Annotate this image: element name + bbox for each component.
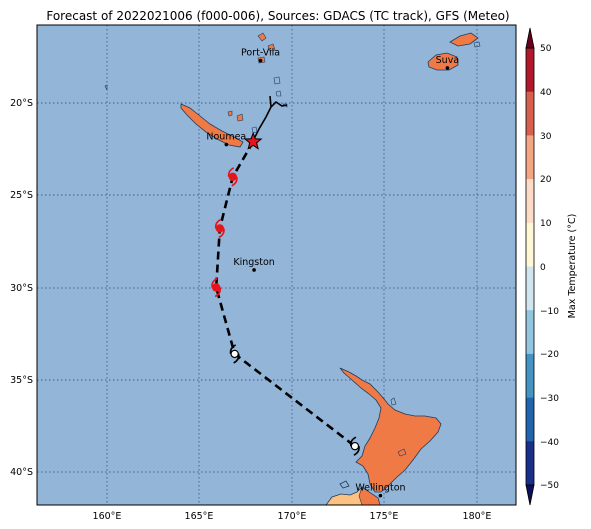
colorbar-ticks: 50 40 30 20 10 0 −10 −20 −30 −40 −50: [540, 44, 559, 491]
colorbar-segments: [526, 48, 534, 486]
city-dot: [378, 493, 383, 498]
city-label: Wellington: [355, 483, 405, 494]
colorbar-top-arrow: [525, 27, 535, 49]
fiji-island: [427, 52, 459, 71]
colorbar-tick: 20: [540, 175, 552, 185]
city-label: Kingston: [233, 257, 274, 268]
city-dot: [224, 142, 229, 147]
colorbar-tick: 0: [540, 263, 546, 273]
lon-tick: 160°E: [93, 511, 122, 522]
lat-tick: 30°S: [10, 283, 33, 294]
new-caledonia-island: [180, 103, 244, 148]
forecast-track-line: [214, 141, 356, 448]
vanuatu-island: [273, 76, 281, 85]
colorbar-segment: [526, 397, 534, 442]
colorbar-segment: [526, 222, 534, 267]
colorbar-tick: −40: [540, 438, 559, 448]
ocean: [37, 25, 516, 505]
loyalty-island: [236, 113, 244, 122]
colorbar-tick: −30: [540, 394, 559, 404]
colorbar-frame: [525, 47, 535, 486]
lat-tick: 35°S: [10, 375, 33, 386]
colorbar-tick: 50: [540, 44, 552, 54]
lon-tick: 180°E: [463, 511, 492, 522]
longitude-ticks: 160°E 165°E 170°E 175°E 180°E: [93, 511, 492, 522]
nz-lake-outline: [397, 448, 407, 457]
genesis-star-marker: [243, 131, 263, 150]
city-dot: [258, 58, 263, 63]
map-plot-area: Port-Vila Suva Noumea Kingston Wellington: [37, 25, 516, 505]
colorbar-segment: [526, 441, 534, 486]
colorbar-tick: 10: [540, 219, 552, 229]
nz-island-outline: [339, 480, 350, 489]
colorbar-label: Max Temperature (°C): [567, 214, 578, 319]
colorbar-tick: 30: [540, 132, 552, 142]
city-markers: Port-Vila Suva Noumea Kingston Wellington: [206, 48, 459, 498]
nz-island-outline: [390, 397, 397, 406]
latitude-ticks: 20°S 25°S 30°S 35°S 40°S: [10, 98, 33, 478]
vanuatu-island: [267, 43, 276, 52]
colorbar-segment: [526, 353, 534, 398]
lon-tick: 165°E: [185, 511, 214, 522]
vanuatu-island: [257, 32, 267, 42]
storm-marker-extratropical: [349, 436, 360, 456]
map-title: Forecast of 2022021006 (f000-006), Sourc…: [46, 9, 509, 23]
city-label: Suva: [436, 55, 460, 66]
nz-south-island-warm: [358, 486, 381, 505]
vanuatu-island: [275, 90, 282, 97]
colorbar-segment: [526, 91, 534, 136]
colorbar-segment: [526, 48, 534, 92]
colorbar-segment: [526, 179, 534, 224]
colorbar: 50 40 30 20 10 0 −10 −20 −30 −40 −50 Max…: [525, 27, 578, 506]
storm-marker-tropical: [211, 277, 222, 298]
colorbar-segment: [526, 310, 534, 355]
lat-tick: 25°S: [10, 190, 33, 201]
city-label: Port-Vila: [241, 48, 280, 59]
storm-marker-tropical: [214, 218, 225, 239]
lat-tick: 40°S: [10, 467, 33, 478]
loyalty-island: [227, 110, 233, 117]
vanuatu-island: [104, 84, 108, 91]
fiji-island: [473, 41, 481, 48]
lon-tick: 175°E: [370, 511, 399, 522]
past-track: [252, 95, 288, 142]
nz-north-island: [339, 367, 442, 493]
colorbar-segment: [526, 135, 534, 180]
lon-tick: 170°E: [278, 511, 307, 522]
storm-marker-extratropical: [229, 344, 240, 364]
colorbar-tick: −20: [540, 350, 559, 360]
city-label: Noumea: [206, 132, 246, 143]
lat-tick: 20°S: [10, 98, 33, 109]
fiji-island: [449, 32, 479, 47]
storm-marker-tropical: [227, 167, 238, 187]
colorbar-tick: 40: [540, 88, 552, 98]
city-dot: [252, 268, 256, 272]
colorbar-bottom-arrow: [525, 484, 535, 506]
city-dot: [445, 66, 450, 70]
colorbar-tick: −10: [540, 307, 559, 317]
map-frame: [36, 24, 517, 506]
colorbar-tick: −50: [540, 481, 559, 491]
colorbar-segment: [526, 266, 534, 311]
track-markers: [211, 131, 360, 456]
